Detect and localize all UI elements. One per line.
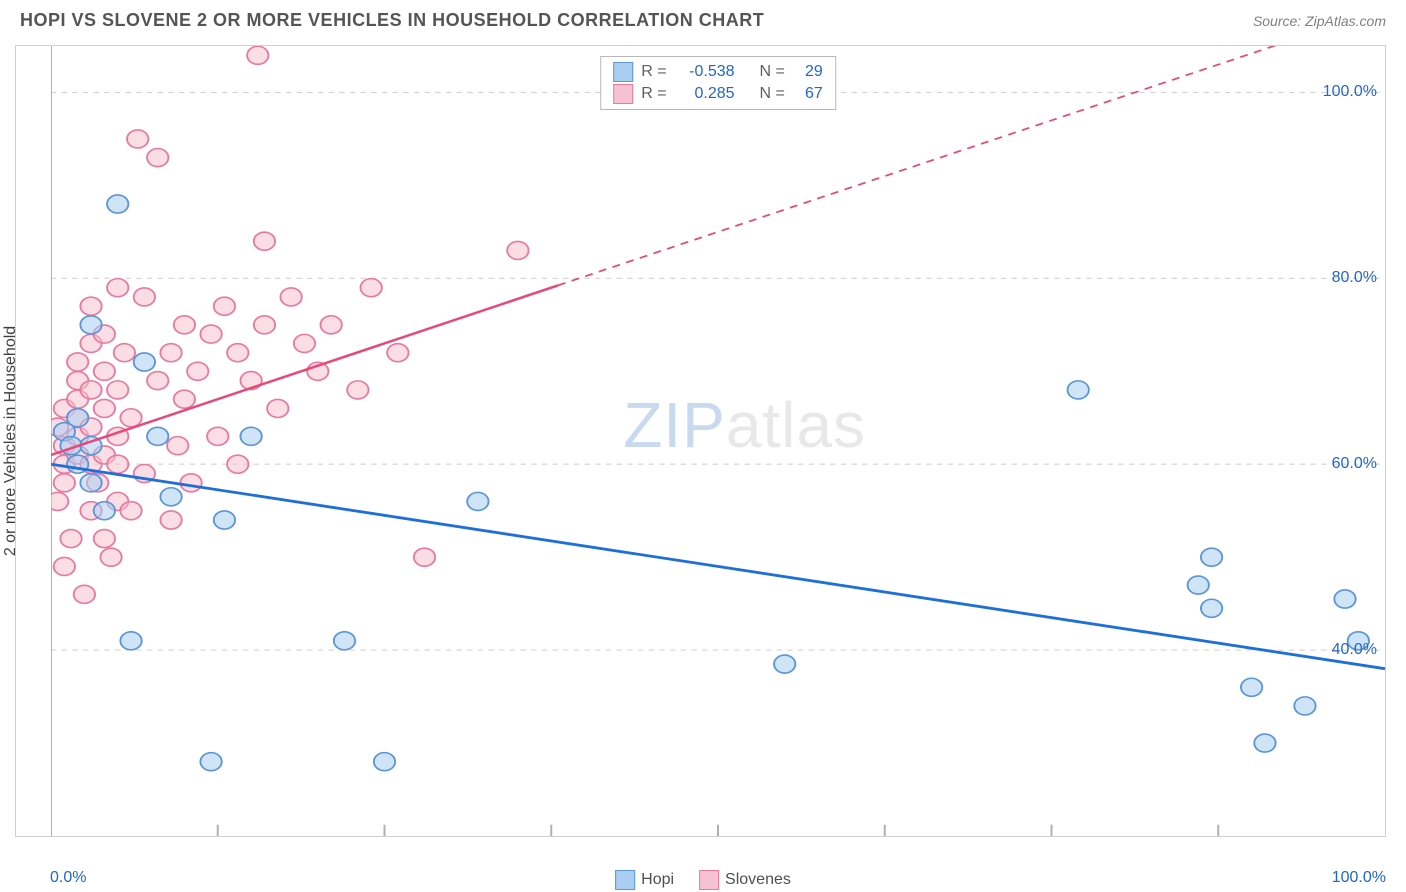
r-value: 0.285 — [675, 85, 735, 103]
x-axis-min: 0.0% — [50, 869, 86, 887]
y-tick-label: 100.0% — [1323, 83, 1377, 101]
correlation-legend: R = -0.538 N = 29 R = 0.285 N = 67 — [600, 56, 836, 110]
x-axis-max: 100.0% — [1332, 869, 1386, 887]
r-value: -0.538 — [675, 63, 735, 81]
legend-label: Slovenes — [725, 871, 791, 889]
y-tick-label: 80.0% — [1332, 269, 1377, 287]
chart-header: HOPI VS SLOVENE 2 OR MORE VEHICLES IN HO… — [0, 0, 1406, 36]
legend-swatch — [615, 870, 635, 890]
legend-item: Slovenes — [699, 870, 791, 890]
r-label: R = — [641, 63, 666, 81]
legend-label: Hopi — [641, 871, 674, 889]
correlation-row: R = -0.538 N = 29 — [613, 61, 823, 83]
series-legend: Hopi Slovenes — [615, 870, 791, 890]
y-axis-label: 2 or more Vehicles in Household — [2, 326, 20, 556]
scatter-svg — [51, 46, 1385, 836]
n-label: N = — [759, 63, 784, 81]
chart-container: 2 or more Vehicles in Household ZIPatlas… — [15, 45, 1386, 837]
y-tick-label: 60.0% — [1332, 455, 1377, 473]
legend-item: Hopi — [615, 870, 674, 890]
n-value: 29 — [793, 63, 823, 81]
y-tick-label: 40.0% — [1332, 641, 1377, 659]
n-value: 67 — [793, 85, 823, 103]
legend-swatch — [699, 870, 719, 890]
plot-area: ZIPatlas R =-0.538 N =29 R =0.285 N =67 … — [51, 46, 1385, 836]
n-label: N = — [759, 85, 784, 103]
r-label: R = — [641, 85, 666, 103]
legend-swatch — [613, 62, 633, 82]
legend-swatch — [613, 84, 633, 104]
chart-source: Source: ZipAtlas.com — [1253, 13, 1386, 29]
chart-title: HOPI VS SLOVENE 2 OR MORE VEHICLES IN HO… — [20, 10, 764, 31]
correlation-row: R = 0.285 N = 67 — [613, 83, 823, 105]
